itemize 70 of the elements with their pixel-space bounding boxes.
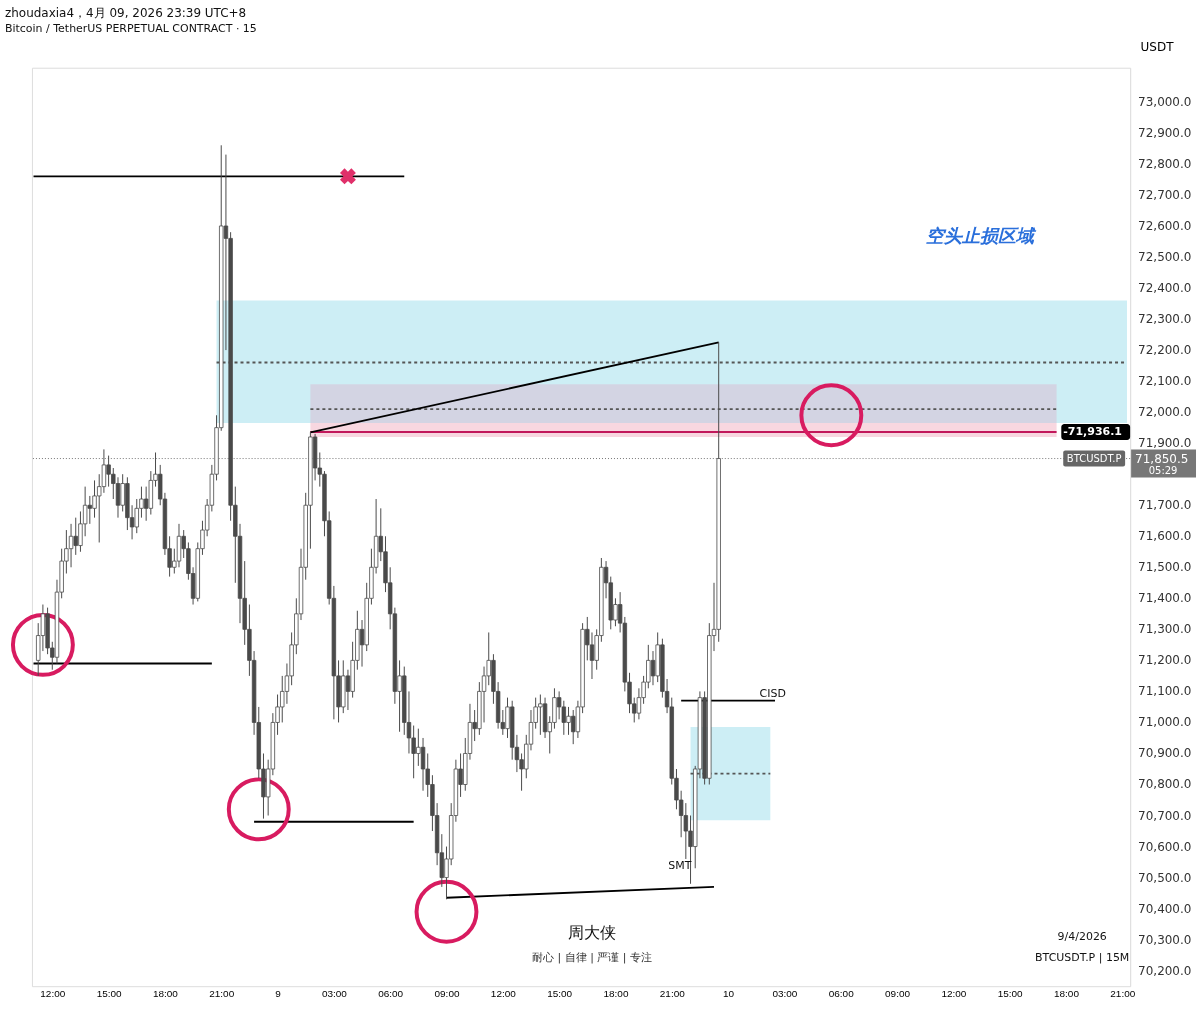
x-tick-label: 12:00: [40, 987, 66, 999]
candlestick: [420, 737, 426, 792]
x-tick-label: 15:00: [96, 987, 123, 999]
annotation: 9/4/2026: [1057, 930, 1107, 944]
y-tick-label: 70,600.0: [1138, 839, 1192, 854]
x-tick-label: 12:00: [941, 987, 967, 999]
x-tick-label: 06:00: [378, 987, 404, 999]
y-tick-label: 71,200.0: [1138, 653, 1192, 668]
y-tick-label: 71,700.0: [1138, 498, 1192, 513]
y-tick-label: 72,000.0: [1138, 405, 1192, 420]
y-tick-label: 73,000.0: [1138, 94, 1192, 109]
point: [414, 879, 479, 944]
x-tick-label: 9: [275, 987, 282, 999]
point: [339, 168, 356, 185]
candlestick: [589, 631, 595, 680]
chart-subtitle: Bitcoin / TetherUS PERPETUAL CONTRACT · 15: [4, 21, 257, 35]
y-tick-label: 72,300.0: [1138, 312, 1192, 327]
y-tick-label: 71,100.0: [1138, 684, 1192, 699]
y-tick-label: 70,400.0: [1138, 901, 1192, 916]
x-tick-label: 12:00: [490, 987, 517, 999]
x-tick-label: 15:00: [997, 987, 1024, 999]
y-tick-label: 72,800.0: [1138, 156, 1192, 171]
annotation: -71,936.1: [1063, 425, 1122, 438]
candlestick: [115, 476, 121, 519]
x-tick-label: 21:00: [209, 987, 235, 999]
x-tick-label: 09:00: [885, 987, 911, 999]
annotation: 周大侠: [568, 923, 617, 943]
y-tick-label: 70,500.0: [1138, 870, 1192, 885]
y-tick-label: 72,500.0: [1138, 250, 1192, 264]
y-tick-label: 70,800.0: [1138, 777, 1192, 792]
y-axis-title: USDT: [1140, 40, 1175, 55]
y-tick-label: 71,600.0: [1138, 529, 1192, 544]
x-tick-label: 18:00: [1054, 987, 1080, 999]
point: [10, 612, 75, 677]
y-tick-label: 71,900.0: [1138, 436, 1192, 451]
x-tick-label: 06:00: [828, 987, 855, 999]
x-tick-label: 03:00: [321, 987, 348, 999]
chart-title: zhoudaxia4，4月 09, 2026 23:39 UTC+8: [4, 5, 247, 20]
y-tick-label: 72,900.0: [1138, 125, 1192, 140]
x-tick-label: 09:00: [434, 987, 460, 999]
annotation: CISD: [759, 686, 786, 700]
y-tick-label: 72,100.0: [1138, 374, 1192, 389]
point: [226, 777, 291, 842]
y-tick-label: 72,200.0: [1138, 343, 1192, 358]
ref-line-label: 71,850.5: [1135, 451, 1189, 466]
annotation: 空头止损区域: [926, 225, 1038, 247]
annotation: BTCUSDT.P: [1066, 452, 1122, 464]
y-tick-label: 70,700.0: [1138, 808, 1192, 823]
annotation: BTCUSDT.P | 15M: [1035, 951, 1130, 965]
y-tick-label: 71,500.0: [1138, 560, 1192, 575]
x-tick-label: 10: [723, 987, 735, 999]
x-tick-label: 15:00: [547, 987, 573, 999]
y-tick-label: 72,400.0: [1138, 281, 1192, 296]
x-tick-label: 18:00: [152, 987, 179, 999]
candlestick: [87, 495, 93, 525]
y-tick-label: 71,000.0: [1138, 715, 1192, 730]
annotation: 耐心 | 自律 | 严谨 | 专注: [532, 951, 653, 965]
x-tick-label: 21:00: [659, 987, 686, 999]
x-tick-label: 21:00: [1110, 987, 1136, 999]
x-tick-label: 18:00: [603, 987, 629, 999]
x-tick-label: 03:00: [772, 987, 798, 999]
y-tick-label: 70,900.0: [1138, 746, 1192, 761]
y-tick-label: 70,300.0: [1138, 932, 1192, 947]
y-tick-label: 72,700.0: [1138, 187, 1192, 202]
y-tick-label: 72,600.0: [1138, 218, 1192, 233]
y-tick-label: 70,200.0: [1138, 963, 1192, 978]
y-tick-label: 71,300.0: [1138, 622, 1192, 637]
y-tick-label: 71,400.0: [1138, 591, 1192, 606]
text: 05:29: [1148, 464, 1178, 476]
point: [799, 383, 864, 448]
